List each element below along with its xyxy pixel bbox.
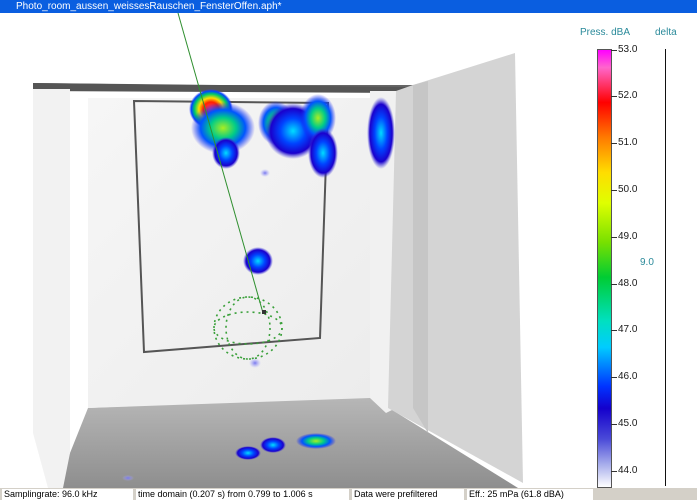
scale-tick — [611, 96, 617, 97]
scale-tick — [611, 424, 617, 425]
scale-tick — [611, 471, 617, 472]
scale-tick — [611, 330, 617, 331]
delta-value: 9.0 — [640, 257, 654, 268]
room-right-wall — [388, 53, 523, 483]
scale-tick — [611, 143, 617, 144]
scale-tick-label: 51.0 — [618, 137, 638, 148]
scale-tick — [611, 284, 617, 285]
scale-tick-label: 48.0 — [618, 278, 638, 289]
scale-tick — [611, 50, 617, 51]
room-ceiling-strip — [33, 83, 413, 93]
room-left-wall — [33, 89, 70, 488]
status-sampling-rate: Samplingrate: 96.0 kHz — [2, 489, 133, 500]
scale-tick-label: 44.0 — [618, 465, 638, 476]
color-scale-panel: Press. dBA delta 53.0 52.0 51.0 50.0 49.… — [568, 13, 697, 488]
scale-tick-label: 52.0 — [618, 90, 638, 101]
acoustic-3d-view[interactable] — [18, 13, 568, 488]
scale-tick-label: 50.0 — [618, 184, 638, 195]
room-right-wall-shade — [413, 81, 428, 433]
scale-tick-label: 53.0 — [618, 44, 638, 55]
title-bar: Photo_room_aussen_weissesRauschen_Fenste… — [0, 0, 697, 13]
sight-line — [177, 13, 264, 314]
room-back-wall — [88, 98, 373, 408]
scale-tick-label: 47.0 — [618, 324, 638, 335]
status-time-domain: time domain (0.207 s) from 0.799 to 1.00… — [136, 489, 349, 500]
window-frame — [132, 99, 330, 354]
scale-header-pressure: Press. dBA — [580, 27, 631, 38]
scale-tick — [611, 237, 617, 238]
scale-header-delta: delta — [655, 27, 677, 38]
window-title: Photo_room_aussen_weissesRauschen_Fenste… — [16, 1, 282, 12]
status-prefilter: Data were prefiltered — [352, 489, 464, 500]
status-effective-value: Eff.: 25 mPa (61.8 dBA) — [467, 489, 593, 500]
color-scale-bar — [597, 49, 612, 488]
spherical-microphone-array-icon[interactable] — [213, 296, 283, 360]
status-bar: Samplingrate: 96.0 kHz time domain (0.20… — [0, 488, 697, 500]
scale-tick-label: 45.0 — [618, 418, 638, 429]
scale-tick — [611, 377, 617, 378]
scale-tick-label: 49.0 — [618, 231, 638, 242]
room-right-pillar — [370, 91, 396, 413]
scale-tick — [611, 190, 617, 191]
room-floor — [58, 395, 518, 488]
scale-tick-label: 46.0 — [618, 371, 638, 382]
delta-range-line — [665, 49, 666, 486]
